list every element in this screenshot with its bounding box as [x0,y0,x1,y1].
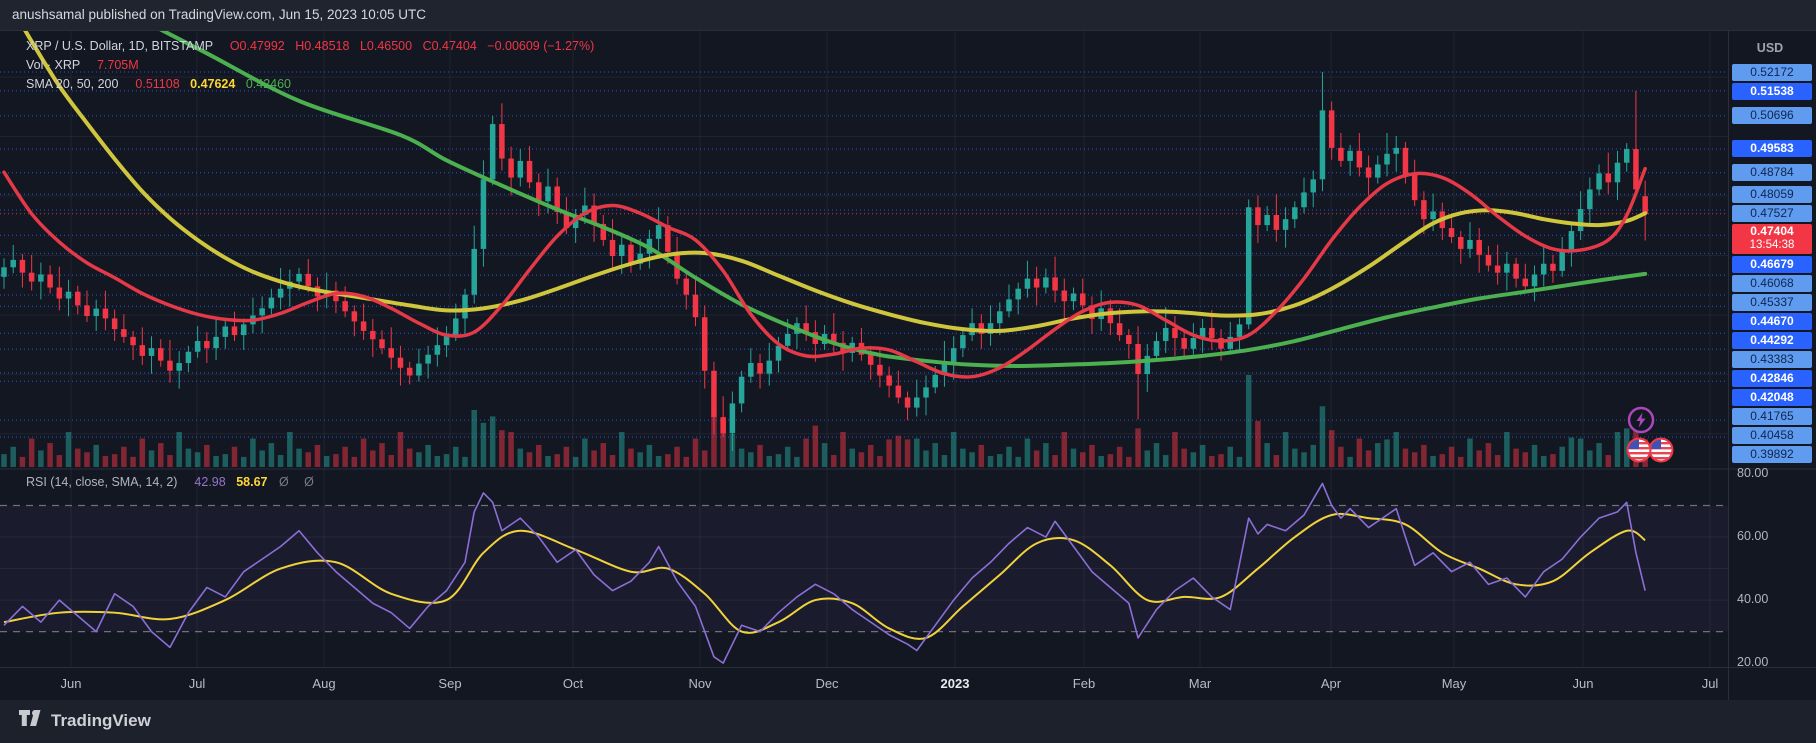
ohlc-close: C0.47404 [422,39,477,53]
price-axis-label: 0.48784 [1732,164,1812,182]
price-axis-label: 0.52172 [1732,63,1812,81]
price-axis-label: 0.43383 [1732,350,1812,368]
price-axis-currency[interactable]: USD [1756,41,1784,55]
rsi-axis-label: 40.00 [1737,592,1769,607]
publish-header-text: anushsamal published on TradingView.com,… [12,7,427,22]
candlestick-series [1,72,1648,451]
symbol-legend-row[interactable]: XRP / U.S. Dollar, 1D, BITSTAMP O0.47992… [26,37,594,55]
volume-legend-row[interactable]: Vol · XRP 7.705M [26,56,594,74]
rsi-axis-label: 60.00 [1737,529,1769,544]
time-axis-label-dec: Dec [815,676,839,691]
volume-value: 7.705M [96,58,139,72]
chart-legend: XRP / U.S. Dollar, 1D, BITSTAMP O0.47992… [26,37,594,94]
price-axis-label: 0.42048 [1732,388,1812,406]
sma20-value: 0.51108 [135,77,180,91]
chart-canvas[interactable] [0,31,1816,701]
sma50-value: 0.47624 [190,77,236,91]
time-axis-label-oct: Oct [562,676,584,691]
rsi-line [3,482,1646,664]
time-axis-label-sep: Sep [438,676,462,691]
idea-lightning-icon[interactable] [1626,405,1656,440]
ohlc-high: H0.48518 [295,39,350,53]
sma50-line [23,31,1648,334]
price-axis-label: 0.48059 [1732,185,1812,203]
time-axis-label-may: May [1441,676,1467,691]
rsi-dashed-levels [0,504,1728,633]
price-axis-label: 0.45337 [1732,293,1812,311]
ohlc-change: −0.00609 (−1.27%) [487,39,595,53]
price-axis-label: 0.39892 [1732,445,1812,463]
ohlc-open: O0.47992 [229,39,285,53]
rsi-value: 42.98 [194,475,226,489]
tradingview-logo[interactable]: TradingView [18,709,151,733]
sma-legend-row[interactable]: SMA 20, 50, 200 0.51108 0.47624 0.42460 [26,75,594,93]
time-axis-label-jul: Jul [1701,676,1719,691]
price-axis-label: 0.41765 [1732,407,1812,425]
bar-close-countdown: 13:54:38 [1749,238,1795,251]
time-axis-label-nov: Nov [688,676,712,691]
time-axis-label-feb: Feb [1072,676,1096,691]
time-axis-label-aug: Aug [312,676,336,691]
sma20-line [2,166,1647,379]
current-price-label: 0.47404 13:54:38 [1732,223,1812,254]
time-axis-label-jun: Jun [1572,676,1594,691]
time-axis-label-jul: Jul [188,676,206,691]
ohlc-low: L0.46500 [359,39,413,53]
rsi-empty-slots: Ø Ø [278,475,320,489]
rsi-sma-line [3,512,1646,640]
sma-label: SMA 20, 50, 200 [26,77,119,91]
price-axis-label: 0.49583 [1732,140,1812,158]
symbol-title: XRP / U.S. Dollar, 1D, BITSTAMP [26,39,213,53]
price-axis[interactable]: USD 0.52172 0.51538 0.50696 0.49583 0.48784 0… [1728,31,1816,667]
rsi-axis-label: 80.00 [1737,466,1769,480]
chart-region: XRP / U.S. Dollar, 1D, BITSTAMP O0.47992… [0,30,1816,701]
time-axis-label-jun: Jun [60,676,82,691]
price-axis-label: 0.46068 [1732,274,1812,292]
price-axis-label: 0.51538 [1732,82,1812,100]
time-axis-label-apr: Apr [1320,676,1342,691]
time-axis-label-mar: Mar [1188,676,1212,691]
economic-event-flag-icon[interactable] [1624,435,1654,470]
tradingview-logo-text: TradingView [51,711,151,730]
volume-series [1,375,1648,467]
price-axis-label: 0.50696 [1732,107,1812,125]
price-axis-label: 0.47527 [1732,204,1812,222]
rsi-legend-row[interactable]: RSI (14, close, SMA, 14, 2) 42.98 58.67 … [26,475,320,489]
sma200-value: 0.42460 [245,77,292,91]
publish-header: anushsamal published on TradingView.com,… [0,0,1816,30]
tradingview-logo-icon [19,710,41,726]
price-axis-label: 0.44292 [1732,331,1812,349]
volume-label: Vol · XRP [26,58,80,72]
price-axis-label: 0.44670 [1732,312,1812,330]
price-axis-label: 0.40458 [1732,426,1812,444]
sma200-line [159,31,1648,368]
price-level-dotted-lines [0,71,1728,438]
footer: TradingView [0,700,1816,743]
rsi-label: RSI (14, close, SMA, 14, 2) [26,475,178,489]
rsi-sma-value: 58.67 [236,475,268,489]
time-axis[interactable]: Jun Jul Aug Sep Oct Nov Dec 2023 Feb Mar Apr May Jun… [0,667,1816,701]
price-axis-label: 0.46679 [1732,255,1812,273]
time-axis-label-2023: 2023 [940,676,970,691]
rsi-axis-label: 20.00 [1737,655,1769,670]
price-axis-label: 0.42846 [1732,369,1812,387]
